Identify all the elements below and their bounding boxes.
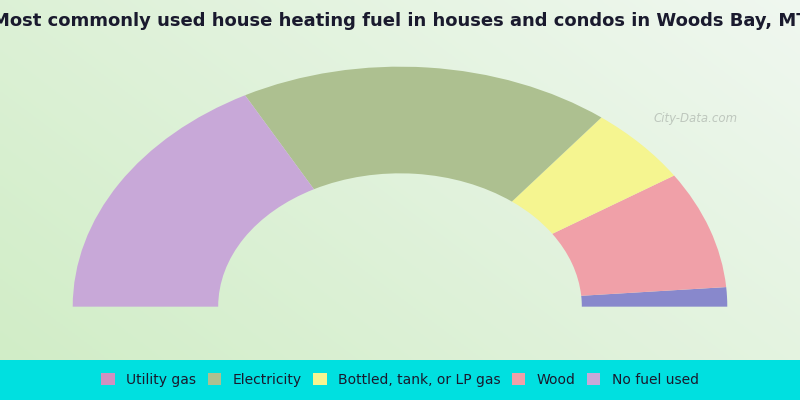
Wedge shape	[582, 287, 727, 307]
Wedge shape	[245, 67, 602, 202]
Wedge shape	[552, 176, 726, 296]
Text: Most commonly used house heating fuel in houses and condos in Woods Bay, MT: Most commonly used house heating fuel in…	[0, 12, 800, 30]
Wedge shape	[512, 118, 674, 234]
Wedge shape	[73, 95, 314, 307]
Text: City-Data.com: City-Data.com	[654, 112, 738, 125]
Legend: Utility gas, Electricity, Bottled, tank, or LP gas, Wood, No fuel used: Utility gas, Electricity, Bottled, tank,…	[98, 370, 702, 390]
